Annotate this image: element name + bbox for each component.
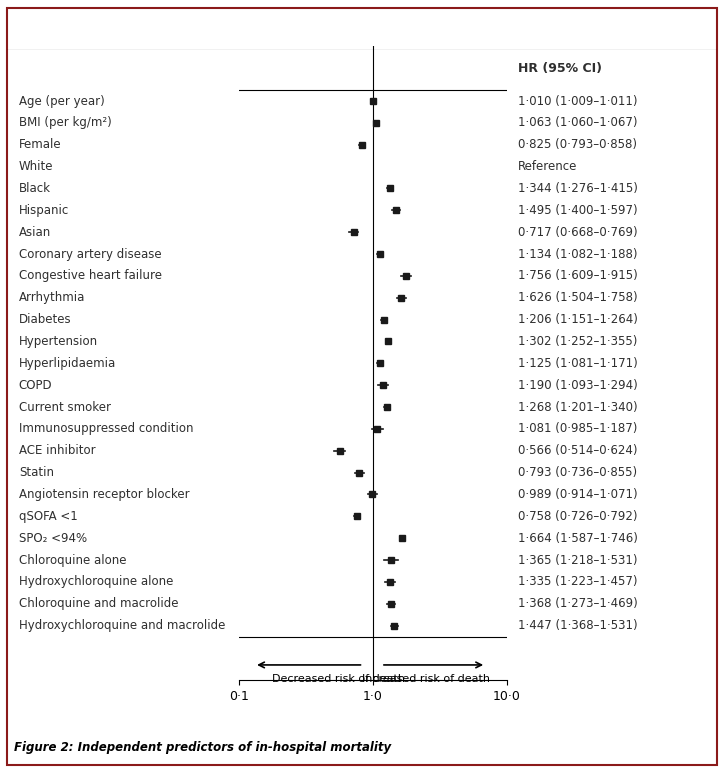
Text: Asian: Asian bbox=[19, 226, 51, 239]
Text: COPD: COPD bbox=[19, 379, 52, 392]
Text: 0·758 (0·726–0·792): 0·758 (0·726–0·792) bbox=[518, 510, 637, 523]
Text: Reference: Reference bbox=[518, 160, 577, 173]
Text: 0·717 (0·668–0·769): 0·717 (0·668–0·769) bbox=[518, 226, 637, 239]
Text: Coronary artery disease: Coronary artery disease bbox=[19, 247, 161, 261]
Text: Hypertension: Hypertension bbox=[19, 335, 98, 348]
Text: 1·125 (1·081–1·171): 1·125 (1·081–1·171) bbox=[518, 357, 637, 369]
Text: 1·368 (1·273–1·469): 1·368 (1·273–1·469) bbox=[518, 598, 637, 610]
Text: Increased risk of death: Increased risk of death bbox=[362, 674, 490, 683]
Text: 0·566 (0·514–0·624): 0·566 (0·514–0·624) bbox=[518, 444, 637, 458]
Text: 1·268 (1·201–1·340): 1·268 (1·201–1·340) bbox=[518, 400, 637, 414]
Text: 0·989 (0·914–1·071): 0·989 (0·914–1·071) bbox=[518, 488, 637, 501]
Text: HR (95% CI): HR (95% CI) bbox=[518, 62, 602, 75]
Text: Hydroxychloroquine alone: Hydroxychloroquine alone bbox=[19, 575, 173, 588]
Text: 1·134 (1·082–1·188): 1·134 (1·082–1·188) bbox=[518, 247, 637, 261]
Text: 1·335 (1·223–1·457): 1·335 (1·223–1·457) bbox=[518, 575, 637, 588]
Text: 1·344 (1·276–1·415): 1·344 (1·276–1·415) bbox=[518, 182, 638, 195]
Text: Angiotensin receptor blocker: Angiotensin receptor blocker bbox=[19, 488, 190, 501]
Text: White: White bbox=[19, 160, 54, 173]
Text: Female: Female bbox=[19, 138, 62, 152]
Text: Chloroquine alone: Chloroquine alone bbox=[19, 553, 126, 567]
Text: Current smoker: Current smoker bbox=[19, 400, 111, 414]
Text: Hispanic: Hispanic bbox=[19, 204, 69, 216]
Text: BMI (per kg/m²): BMI (per kg/m²) bbox=[19, 117, 111, 129]
Text: Figure 2: Independent predictors of in-hospital mortality: Figure 2: Independent predictors of in-h… bbox=[14, 741, 392, 754]
Text: 1·302 (1·252–1·355): 1·302 (1·252–1·355) bbox=[518, 335, 637, 348]
Text: 1·063 (1·060–1·067): 1·063 (1·060–1·067) bbox=[518, 117, 637, 129]
Text: Diabetes: Diabetes bbox=[19, 313, 72, 326]
Text: Arrhythmia: Arrhythmia bbox=[19, 291, 85, 305]
Text: Statin: Statin bbox=[19, 466, 54, 479]
Text: Decreased risk of death: Decreased risk of death bbox=[272, 674, 405, 683]
Text: Hydroxychloroquine and macrolide: Hydroxychloroquine and macrolide bbox=[19, 619, 225, 632]
Text: 1·756 (1·609–1·915): 1·756 (1·609–1·915) bbox=[518, 269, 637, 282]
Text: 1·365 (1·218–1·531): 1·365 (1·218–1·531) bbox=[518, 553, 637, 567]
Text: 1·447 (1·368–1·531): 1·447 (1·368–1·531) bbox=[518, 619, 637, 632]
Text: SPO₂ <94%: SPO₂ <94% bbox=[19, 532, 87, 545]
Text: Congestive heart failure: Congestive heart failure bbox=[19, 269, 162, 282]
Text: 1·081 (0·985–1·187): 1·081 (0·985–1·187) bbox=[518, 422, 637, 435]
Text: 1·626 (1·504–1·758): 1·626 (1·504–1·758) bbox=[518, 291, 637, 305]
Text: Hyperlipidaemia: Hyperlipidaemia bbox=[19, 357, 116, 369]
Text: 0·825 (0·793–0·858): 0·825 (0·793–0·858) bbox=[518, 138, 636, 152]
Text: ACE inhibitor: ACE inhibitor bbox=[19, 444, 96, 458]
Text: 1·010 (1·009–1·011): 1·010 (1·009–1·011) bbox=[518, 94, 637, 107]
Text: 1·206 (1·151–1·264): 1·206 (1·151–1·264) bbox=[518, 313, 638, 326]
Text: Chloroquine and macrolide: Chloroquine and macrolide bbox=[19, 598, 178, 610]
Text: Immunosuppressed condition: Immunosuppressed condition bbox=[19, 422, 193, 435]
Text: 1·664 (1·587–1·746): 1·664 (1·587–1·746) bbox=[518, 532, 638, 545]
Text: 0·793 (0·736–0·855): 0·793 (0·736–0·855) bbox=[518, 466, 637, 479]
Text: 1·190 (1·093–1·294): 1·190 (1·093–1·294) bbox=[518, 379, 637, 392]
Text: 1·495 (1·400–1·597): 1·495 (1·400–1·597) bbox=[518, 204, 637, 216]
Text: qSOFA <1: qSOFA <1 bbox=[19, 510, 77, 523]
Text: Age (per year): Age (per year) bbox=[19, 94, 104, 107]
Text: Black: Black bbox=[19, 182, 51, 195]
